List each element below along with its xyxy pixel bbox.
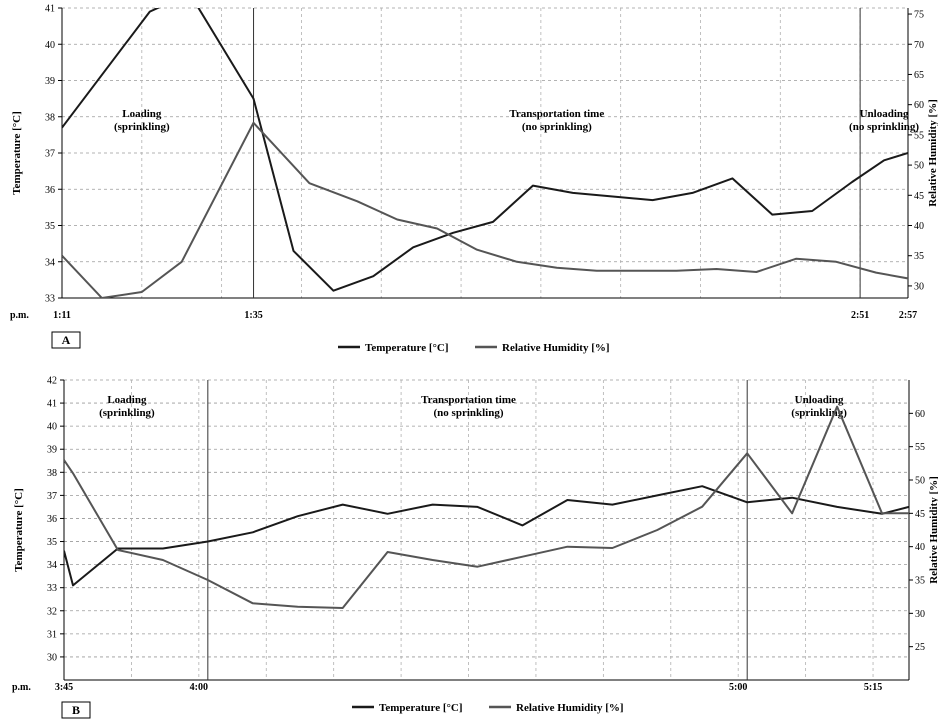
- legend: Temperature [°C] Relative Humidity [%]: [352, 702, 624, 714]
- legend-entry: Temperature [°C]: [365, 342, 449, 354]
- y-tick-label: 34: [47, 560, 57, 571]
- phase-label: Unloading: [860, 108, 909, 120]
- y2-tick-label: 50: [914, 161, 924, 172]
- y2-axis-label: Relative Humidity [%]: [928, 476, 938, 584]
- x-tick-label: 1:11: [53, 310, 71, 321]
- temperature-line: [62, 8, 908, 292]
- y-tick-label: 41: [47, 399, 57, 410]
- y-tick-label: 42: [47, 376, 57, 387]
- phase-label: Unloading: [795, 394, 844, 406]
- phase-label: (sprinkling): [114, 121, 170, 133]
- phase-label: (no sprinkling): [849, 121, 919, 133]
- y-tick-label: 41: [45, 4, 55, 15]
- temperature-line: [64, 485, 909, 587]
- series-group: [64, 405, 909, 609]
- y-tick-label: 34: [45, 257, 55, 268]
- x-prefix-label: p.m.: [12, 682, 31, 693]
- panel-label-box: [61, 701, 91, 719]
- y2-tick-label: 45: [915, 509, 925, 520]
- y2-tick-label: 45: [914, 191, 924, 202]
- y2-tick-label: 30: [914, 281, 924, 292]
- y2-tick-label: 60: [914, 100, 924, 111]
- y-tick-label: 39: [47, 445, 57, 456]
- phase-label: (no sprinkling): [522, 121, 592, 133]
- y2-axis-label: Relative Humidity [%]: [927, 99, 938, 207]
- phase-label: Loading: [122, 108, 162, 120]
- phase-label: (no sprinkling): [434, 407, 504, 419]
- chart-b: 30 31 32 33 34 35 36 37 38 39 40 41 42 25 30 35 40 45 50 55…: [12, 376, 938, 719]
- y-tick-label: 38: [45, 112, 55, 123]
- y-tick-label: 39: [45, 76, 55, 87]
- y-tick-label: 33: [47, 583, 57, 594]
- y-axis-label: Temperature [°C]: [13, 488, 25, 572]
- y2-tick-label: 35: [914, 251, 924, 262]
- series-group: [62, 8, 908, 298]
- x-tick-label: 3:45: [55, 682, 73, 693]
- legend-entry: Temperature [°C]: [379, 702, 463, 714]
- y-tick-label: 35: [47, 537, 57, 548]
- x-prefix-label: p.m.: [10, 310, 29, 321]
- panel-label: A: [62, 333, 71, 347]
- humidity-line: [64, 405, 909, 609]
- y2-tick-label: 30: [915, 609, 925, 620]
- y-tick-label: 38: [47, 468, 57, 479]
- y-tick-label: 30: [47, 652, 57, 663]
- y-tick-label: 31: [47, 629, 57, 640]
- y-tick-label: 37: [45, 149, 55, 160]
- y-tick-label: 40: [45, 40, 55, 51]
- y2-tick-label: 55: [915, 442, 925, 453]
- y-tick-label: 32: [47, 606, 57, 617]
- x-tick-label: 5:15: [864, 682, 882, 693]
- y-tick-label: 35: [45, 221, 55, 232]
- humidity-line: [62, 121, 908, 298]
- phase-label: Loading: [107, 394, 147, 406]
- x-tick-label: 4:00: [190, 682, 208, 693]
- panel-label: B: [72, 703, 80, 717]
- legend: Temperature [°C] Relative Humidity [%]: [338, 342, 610, 354]
- x-tick-label: 5:00: [729, 682, 747, 693]
- y-axis-label: Temperature [°C]: [11, 111, 23, 195]
- y2-tick-label: 40: [914, 221, 924, 232]
- y2-tick-label: 40: [915, 542, 925, 553]
- y-tick-label: 36: [47, 514, 57, 525]
- y-tick-label: 33: [45, 294, 55, 305]
- x-tick-label: 1:35: [244, 310, 262, 321]
- y-tick-label: 40: [47, 422, 57, 433]
- y2-tick-label: 25: [915, 642, 925, 653]
- y-tick-label: 37: [47, 491, 57, 502]
- y2-tick-label: 75: [914, 10, 924, 21]
- legend-entry: Relative Humidity [%]: [516, 702, 624, 714]
- panel-label-box: [51, 331, 81, 349]
- phase-label: Transportation time: [509, 108, 604, 120]
- y2-tick-label: 50: [915, 476, 925, 487]
- x-tick-label: 2:51: [851, 310, 869, 321]
- y2-tick-label: 65: [914, 70, 924, 81]
- y2-tick-label: 55: [914, 130, 924, 141]
- phase-label: (sprinkling): [99, 407, 155, 419]
- y2-tick-label: 70: [914, 40, 924, 51]
- legend-entry: Relative Humidity [%]: [502, 342, 610, 354]
- y-tick-label: 36: [45, 185, 55, 196]
- y2-tick-label: 35: [915, 576, 925, 587]
- y2-tick-label: 60: [915, 409, 925, 420]
- chart-a: 33 34 35 36 37 38 39 40 41 30 35 40 45 50 55 60 65 70 75 Te…: [10, 4, 938, 355]
- x-tick-label: 2:57: [899, 310, 917, 321]
- phase-label: Transportation time: [421, 394, 516, 406]
